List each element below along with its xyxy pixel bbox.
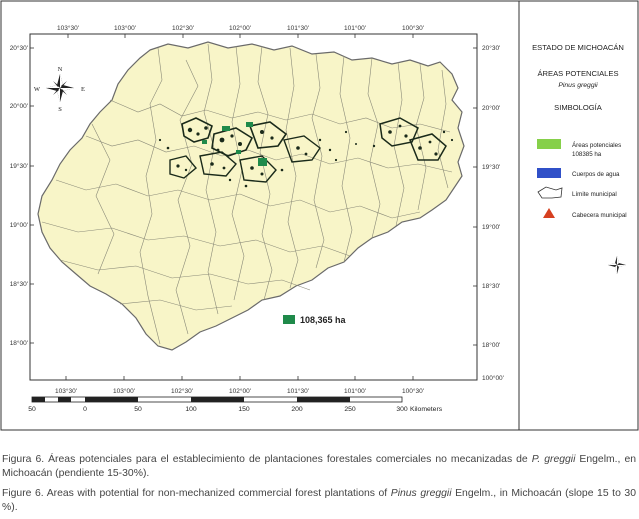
scale-bar-labels: 50 0 50 100 150 200 250 300 xyxy=(28,406,408,413)
top-longitude-labels: 103°30' 103°00' 102°30' 102°00' 101°30' … xyxy=(57,24,424,32)
caption-es-genus: P. greggii xyxy=(531,454,576,465)
legend-simbologia: SIMBOLOGÍA xyxy=(554,103,603,112)
lat-label-left: 18°30' xyxy=(10,280,28,288)
lon-label-top: 102°00' xyxy=(229,24,251,32)
lon-label-bottom: 102°30' xyxy=(171,387,193,395)
scale-tick: 50 xyxy=(28,406,36,413)
caption-spanish: Figura 6. Áreas potenciales para el esta… xyxy=(2,453,636,481)
lon-label-top: 100°30' xyxy=(402,24,424,32)
lon-label-top: 101°00' xyxy=(344,24,366,32)
lon-label-bottom: 100°30' xyxy=(402,387,424,395)
left-latitude-labels: 20°30' 20°00' 19°30' 19°00' 18°30' 18°00… xyxy=(10,44,28,347)
caption-en-genus: Pinus greggii xyxy=(390,488,452,499)
scale-tick: 50 xyxy=(134,406,142,413)
lon-label-bottom: 103°30' xyxy=(55,387,77,395)
lon-label-top: 102°30' xyxy=(172,24,194,32)
caption-es-suffix: Engelm., en Michoacán (pendiente 15-30%)… xyxy=(2,454,636,479)
legend-item-label: Límite municipal xyxy=(572,191,617,198)
top-ticks xyxy=(67,34,414,38)
lon-label-top: 103°00' xyxy=(114,24,136,32)
left-ticks xyxy=(30,47,34,344)
area-label: 108,365 ha xyxy=(300,315,347,325)
compass-east: E xyxy=(81,86,85,93)
lon-label-bottom: 101°30' xyxy=(287,387,309,395)
lat-label-right: 100°00' xyxy=(482,374,504,382)
legend-species: Pinus greggii xyxy=(558,82,598,89)
lat-label-right: 19°00' xyxy=(482,223,500,231)
lat-label-right: 20°00' xyxy=(482,104,500,112)
caption-en-suffix: Engelm., in Michoacán (slope 15 to 30 %)… xyxy=(2,488,636,513)
scale-tick: 250 xyxy=(344,406,356,413)
legend-item-sublabel: 108385 ha xyxy=(572,151,602,158)
lon-label-top: 103°30' xyxy=(57,24,79,32)
municipal-boundaries xyxy=(41,43,453,345)
lat-label-right: 20°30' xyxy=(482,44,500,52)
lat-label-left: 18°00' xyxy=(10,339,28,347)
scale-bar xyxy=(31,396,403,403)
legend-swatch-potential xyxy=(537,139,561,149)
scale-unit: Kilometers xyxy=(410,406,443,413)
legend-subtitle: ÁREAS POTENCIALES xyxy=(537,69,618,78)
lat-label-left: 20°00' xyxy=(10,102,28,110)
lat-label-left: 19°00' xyxy=(10,221,28,229)
right-ticks xyxy=(473,47,477,346)
lon-label-bottom: 102°00' xyxy=(229,387,251,395)
bottom-longitude-labels: 103°30' 103°00' 102°30' 102°00' 101°30' … xyxy=(55,387,424,395)
right-latitude-labels: 20°30' 20°00' 19°30' 19°00' 18°30' 18°00… xyxy=(482,44,504,382)
caption-es-prefix: Figura 6. Áreas potenciales para el esta… xyxy=(2,454,532,465)
lat-label-right: 18°30' xyxy=(482,282,500,290)
caption-english: Figure 6. Areas with potential for non-m… xyxy=(2,487,636,515)
potential-area-green xyxy=(202,122,267,166)
compass-icon xyxy=(46,74,74,102)
caption-en-prefix: Figure 6. Areas with potential for non-m… xyxy=(2,488,391,499)
lon-label-bottom: 101°00' xyxy=(344,387,366,395)
lon-label-bottom: 103°00' xyxy=(113,387,135,395)
legend-swatch-municipal xyxy=(537,186,563,199)
lat-label-left: 19°30' xyxy=(10,162,28,170)
scale-tick: 0 xyxy=(83,406,87,413)
compass-north: N xyxy=(58,66,63,73)
scale-tick: 150 xyxy=(238,406,250,413)
scale-tick: 300 xyxy=(396,406,408,413)
legend-state-title: ESTADO DE MICHOACÁN xyxy=(532,43,624,52)
lat-label-left: 20°30' xyxy=(10,44,28,52)
scale-tick: 100 xyxy=(185,406,197,413)
compass-south: S xyxy=(58,106,62,113)
area-label-swatch xyxy=(283,315,295,324)
legend-compass-icon xyxy=(608,256,626,274)
legend-item-label: Áreas potenciales xyxy=(572,142,621,149)
legend-swatch-cabecera xyxy=(543,208,555,218)
bottom-ticks xyxy=(65,376,414,380)
potential-area-patches xyxy=(158,117,454,188)
scale-tick: 200 xyxy=(291,406,303,413)
lat-label-right: 18°00' xyxy=(482,341,500,349)
compass-west: W xyxy=(34,86,41,93)
legend-item-label: Cabecera municipal xyxy=(572,212,627,219)
lon-label-top: 101°30' xyxy=(287,24,309,32)
legend-item-label: Cuerpos de agua xyxy=(572,171,620,178)
legend-swatch-water xyxy=(537,168,561,178)
lat-label-right: 19°30' xyxy=(482,163,500,171)
